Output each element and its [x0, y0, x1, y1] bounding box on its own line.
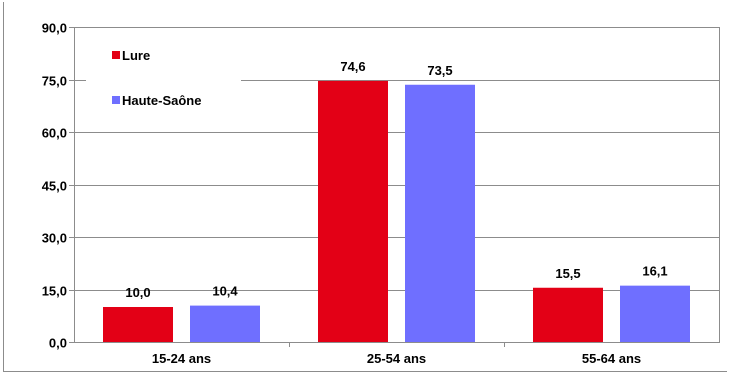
- chart-frame: [3, 2, 727, 372]
- x-tick-label: 15-24 ans: [152, 351, 211, 366]
- bar-lure: [103, 307, 173, 342]
- legend: Lure Haute-Saône: [86, 35, 241, 130]
- bar-haute-saone: [405, 84, 475, 342]
- data-label: 16,1: [642, 264, 667, 279]
- data-label: 74,6: [340, 59, 365, 74]
- bar-lure: [318, 80, 388, 343]
- y-tick-label: 45,0: [42, 179, 67, 194]
- data-label: 73,5: [427, 63, 452, 78]
- y-tick-label: 0,0: [49, 336, 67, 351]
- legend-swatch-lure: [112, 51, 120, 59]
- bar-haute-saone: [190, 305, 260, 342]
- plot-frame: [74, 27, 720, 343]
- data-label: 10,4: [212, 284, 238, 299]
- x-tick-label: 25-54 ans: [367, 351, 426, 366]
- y-tick-label: 75,0: [42, 74, 67, 89]
- legend-label-lure: Lure: [122, 48, 150, 63]
- y-axis: 0,0 15,0 30,0 45,0 60,0 75,0 90,0: [42, 21, 74, 351]
- x-axis: 15-24 ans 25-54 ans 55-64 ans: [152, 342, 641, 366]
- y-tick-label: 30,0: [42, 231, 67, 246]
- data-label: 10,0: [125, 285, 150, 300]
- y-tick-label: 90,0: [42, 21, 67, 36]
- legend-swatch-haute-saone: [112, 96, 120, 104]
- data-label: 15,5: [555, 266, 580, 281]
- bar-lure: [533, 287, 603, 342]
- bars: 10,0 10,4 74,6 73,5 15,5 16,1: [103, 59, 690, 343]
- y-tick-label: 60,0: [42, 126, 67, 141]
- plot-area-border: [74, 27, 720, 343]
- y-tick-label: 15,0: [42, 284, 67, 299]
- x-tick-label: 55-64 ans: [582, 351, 641, 366]
- legend-box: [86, 35, 241, 130]
- bar-haute-saone: [620, 285, 690, 342]
- legend-label-haute-saone: Haute-Saône: [122, 93, 201, 108]
